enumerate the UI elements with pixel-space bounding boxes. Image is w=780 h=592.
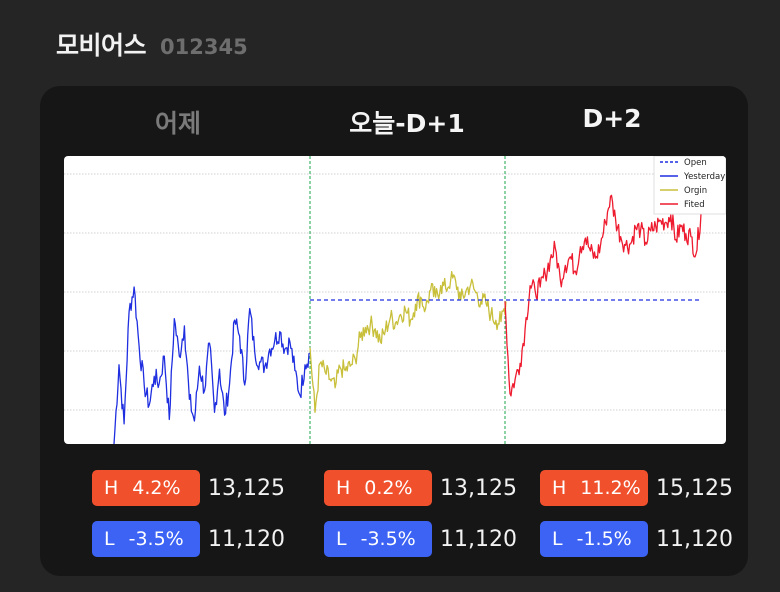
legend-label: Open: [684, 158, 707, 168]
high-row-yesterday: H 4.2% 13,125: [92, 470, 285, 506]
series-line-yesterday: [113, 286, 311, 444]
tab-yesterday[interactable]: 어제: [154, 109, 202, 138]
low-letter: L: [552, 528, 563, 550]
low-row-today: L -3.5% 11,120: [324, 521, 517, 557]
forecast-card: 어제 오늘-D+1 D+2 Open Yesterday Orgin Fited H …: [40, 86, 748, 576]
high-price: 13,125: [440, 475, 517, 501]
low-badge-today: L -3.5%: [324, 521, 432, 557]
low-pct: -1.5%: [576, 528, 632, 550]
legend-label: Orgin: [684, 186, 707, 196]
series-line-orgin: [309, 271, 507, 413]
high-letter: H: [552, 477, 567, 499]
legend-label: Fited: [684, 200, 705, 210]
high-price: 13,125: [208, 475, 285, 501]
low-row-d2: L -1.5% 11,120: [540, 521, 733, 557]
high-price: 15,125: [656, 475, 733, 501]
tab-d2[interactable]: D+2: [582, 104, 642, 133]
price-chart: Open Yesterday Orgin Fited: [64, 156, 726, 444]
high-pct: 4.2%: [132, 477, 181, 499]
legend-label: Yesterday: [683, 172, 725, 182]
day-tabs: 어제 오늘-D+1 D+2: [40, 86, 748, 156]
low-price: 11,120: [440, 526, 517, 552]
low-price: 11,120: [656, 526, 733, 552]
high-badge-d2: H 11.2%: [540, 470, 648, 506]
low-letter: L: [104, 528, 115, 550]
high-row-today: H 0.2% 13,125: [324, 470, 517, 506]
price-chart-svg: Open Yesterday Orgin Fited: [64, 156, 726, 444]
high-pct: 11.2%: [580, 477, 641, 499]
high-letter: H: [104, 477, 119, 499]
low-price: 11,120: [208, 526, 285, 552]
low-letter: L: [336, 528, 347, 550]
stock-header: 모비어스 012345: [56, 26, 248, 62]
high-letter: H: [336, 477, 351, 499]
low-row-yesterday: L -3.5% 11,120: [92, 521, 285, 557]
tab-today-d1[interactable]: 오늘-D+1: [349, 109, 465, 138]
low-pct: -3.5%: [128, 528, 184, 550]
high-pct: 0.2%: [364, 477, 413, 499]
high-row-d2: H 11.2% 15,125: [540, 470, 733, 506]
low-pct: -3.5%: [360, 528, 416, 550]
high-badge-today: H 0.2%: [324, 470, 432, 506]
stock-name: 모비어스: [56, 31, 147, 60]
stock-code: 012345: [160, 35, 248, 59]
series-line-fited: [504, 194, 702, 397]
high-badge-yesterday: H 4.2%: [92, 470, 200, 506]
low-badge-d2: L -1.5%: [540, 521, 648, 557]
low-badge-yesterday: L -3.5%: [92, 521, 200, 557]
